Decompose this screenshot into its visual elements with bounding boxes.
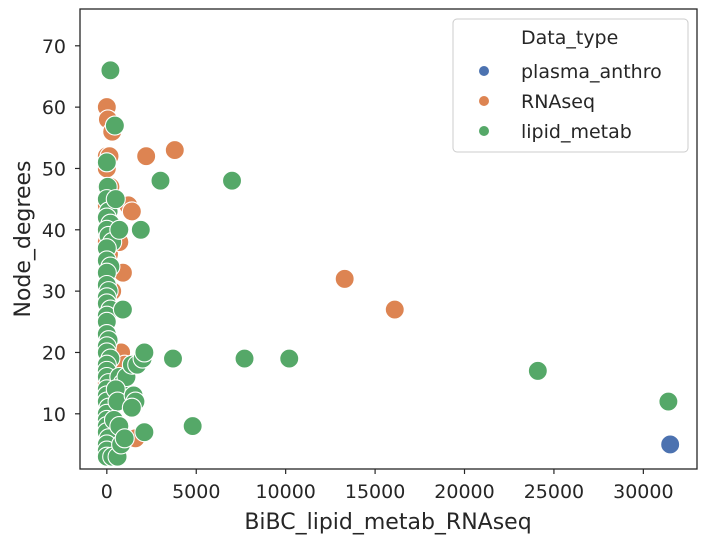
data-point-lipid-metab bbox=[221, 170, 243, 191]
x-tick-label: 15000 bbox=[345, 481, 405, 503]
x-tick-label: 0 bbox=[101, 481, 113, 503]
data-point-lipid-metab bbox=[134, 422, 155, 443]
legend-label: RNAseq bbox=[521, 91, 595, 113]
data-point-RNAseq bbox=[121, 201, 142, 222]
legend-box bbox=[452, 18, 689, 153]
x-tick-label: 30000 bbox=[613, 481, 673, 503]
data-point-lipid-metab bbox=[527, 360, 548, 381]
y-tick-label: 20 bbox=[42, 342, 66, 364]
y-tick-label: 60 bbox=[42, 97, 66, 119]
data-point-lipid-metab bbox=[234, 348, 255, 369]
x-tick-label: 25000 bbox=[524, 481, 584, 503]
data-point-lipid-metab bbox=[134, 342, 155, 363]
data-point-lipid-metab bbox=[105, 189, 126, 210]
data-point-lipid-metab bbox=[112, 299, 133, 320]
data-point-RNAseq bbox=[384, 299, 405, 320]
legend: Data_type plasma_anthro RNAseq lipid_metab bbox=[452, 18, 689, 153]
points-layer bbox=[96, 60, 681, 467]
plot-frame bbox=[79, 8, 698, 470]
data-point-lipid-metab bbox=[100, 60, 121, 81]
data-point-lipid-metab bbox=[279, 348, 300, 369]
data-point-lipid-metab bbox=[104, 115, 125, 136]
data-point-lipid-metab bbox=[150, 170, 171, 191]
y-tick-label: 30 bbox=[42, 281, 66, 303]
legend-marker bbox=[479, 96, 489, 106]
x-tick-label: 20000 bbox=[434, 481, 494, 503]
data-point-RNAseq bbox=[164, 140, 185, 161]
data-point-lipid-metab bbox=[182, 416, 203, 437]
y-tick-label: 70 bbox=[42, 36, 66, 58]
legend-marker bbox=[479, 126, 489, 136]
x-tick-label: 5000 bbox=[172, 481, 220, 503]
data-point-RNAseq bbox=[136, 146, 157, 167]
data-point-lipid-metab bbox=[658, 391, 679, 412]
data-point-lipid-metab bbox=[130, 219, 151, 240]
legend-marker bbox=[479, 66, 489, 76]
data-point-lipid-metab bbox=[162, 348, 184, 369]
y-tick-label: 40 bbox=[42, 220, 66, 242]
legend-label: plasma_anthro bbox=[521, 61, 662, 83]
y-axis-label: Node_degrees bbox=[11, 161, 36, 318]
x-tick-label: 10000 bbox=[255, 481, 315, 503]
y-tick-label: 10 bbox=[42, 404, 66, 426]
ticks-layer: 0 5000 10000 15000 20000 25000 30000 10 20 30 40 50… bbox=[42, 36, 674, 503]
data-point-RNAseq bbox=[334, 268, 355, 289]
data-point-lipid-metab bbox=[114, 428, 135, 449]
x-axis-label: BiBC_lipid_metab_RNAseq bbox=[244, 510, 531, 535]
data-point-lipid-metab bbox=[96, 152, 117, 173]
legend-title: Data_type bbox=[521, 27, 618, 49]
data-point-lipid-metab bbox=[109, 219, 130, 240]
legend-label: lipid_metab bbox=[521, 121, 632, 143]
y-tick-label: 50 bbox=[42, 158, 66, 180]
data-point-plasma-anthro bbox=[660, 434, 681, 455]
data-point-lipid-metab bbox=[121, 397, 142, 418]
